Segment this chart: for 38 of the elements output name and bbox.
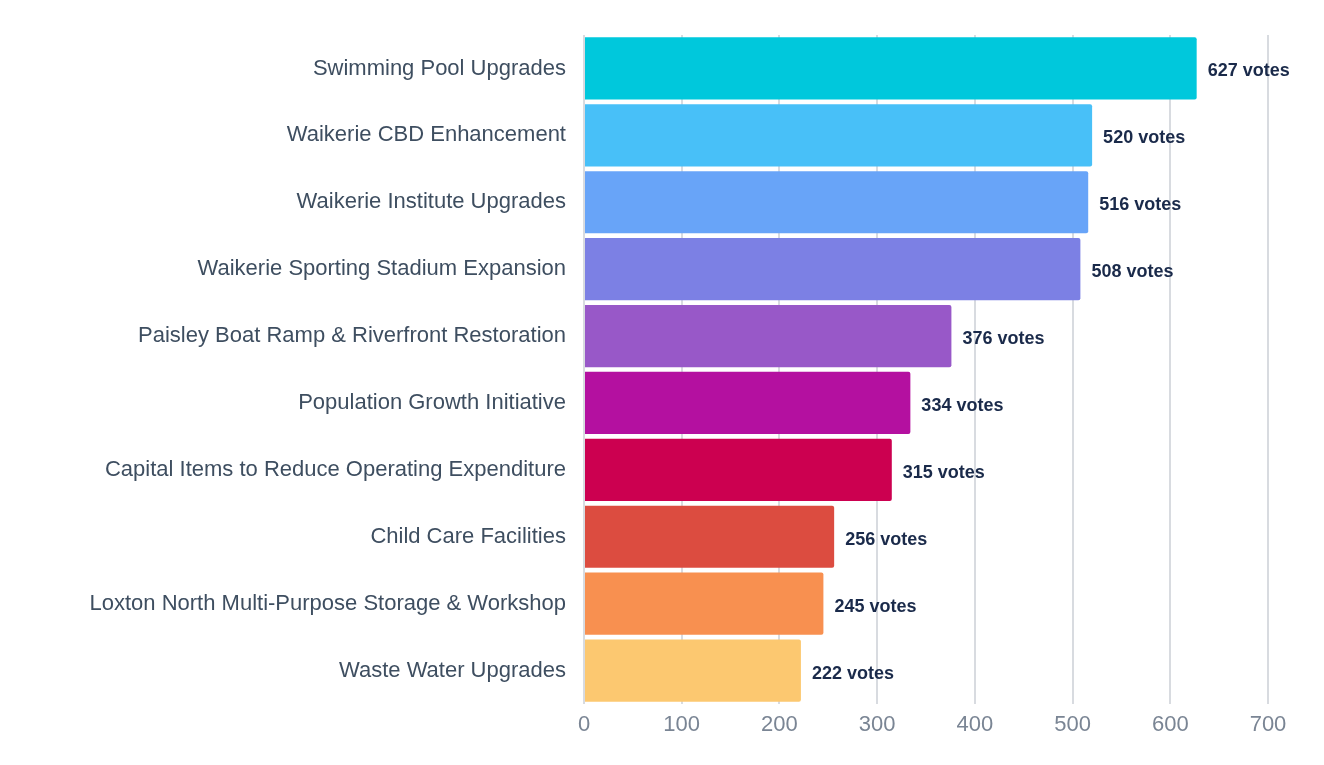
y-tick-label: Waste Water Upgrades — [338, 656, 566, 682]
bar — [585, 104, 1093, 167]
data-label: 256 votes — [845, 528, 928, 549]
data-label: 627 votes — [1207, 60, 1290, 81]
data-label: 334 votes — [921, 394, 1004, 415]
y-tick-label: Paisley Boat Ramp & Riverfront Restoration — [138, 322, 566, 348]
bar — [585, 639, 801, 702]
data-label: 520 votes — [1103, 127, 1186, 148]
y-tick-label: Waikerie Sporting Stadium Expansion — [197, 255, 566, 281]
data-label: 222 votes — [811, 662, 894, 683]
x-tick-label: 300 — [858, 711, 896, 737]
data-label: 315 votes — [902, 461, 985, 482]
bar — [585, 438, 892, 501]
x-tick-label: 500 — [1054, 711, 1091, 737]
data-label: 516 votes — [1099, 194, 1182, 215]
bar — [585, 238, 1081, 301]
y-tick-label: Child Care Facilities — [370, 522, 566, 548]
bar — [585, 505, 835, 568]
y-tick-label: Capital Items to Reduce Operating Expenditure — [104, 455, 566, 481]
data-label: 245 votes — [834, 595, 917, 616]
bar — [585, 171, 1089, 234]
y-tick-label: Loxton North Multi-Purpose Storage & Workshop — [89, 589, 566, 615]
x-tick-label: 200 — [761, 711, 798, 737]
x-tick-label: 600 — [1151, 711, 1189, 737]
bar — [585, 572, 824, 635]
x-tick-label: 700 — [1249, 711, 1287, 737]
y-tick-label: Waikerie CBD Enhancement — [286, 121, 566, 147]
data-label: 376 votes — [962, 328, 1045, 349]
y-tick-label: Swimming Pool Upgrades — [312, 54, 566, 80]
bar — [585, 304, 952, 368]
bar — [585, 371, 911, 435]
x-tick-label: 0 — [577, 711, 591, 737]
y-tick-label: Waikerie Institute Upgrades — [296, 188, 566, 214]
y-tick-label: Population Growth Initiative — [298, 389, 566, 415]
bar — [585, 37, 1197, 100]
x-tick-label: 100 — [663, 711, 701, 737]
x-tick-label: 400 — [956, 711, 994, 737]
data-label: 508 votes — [1091, 261, 1174, 282]
